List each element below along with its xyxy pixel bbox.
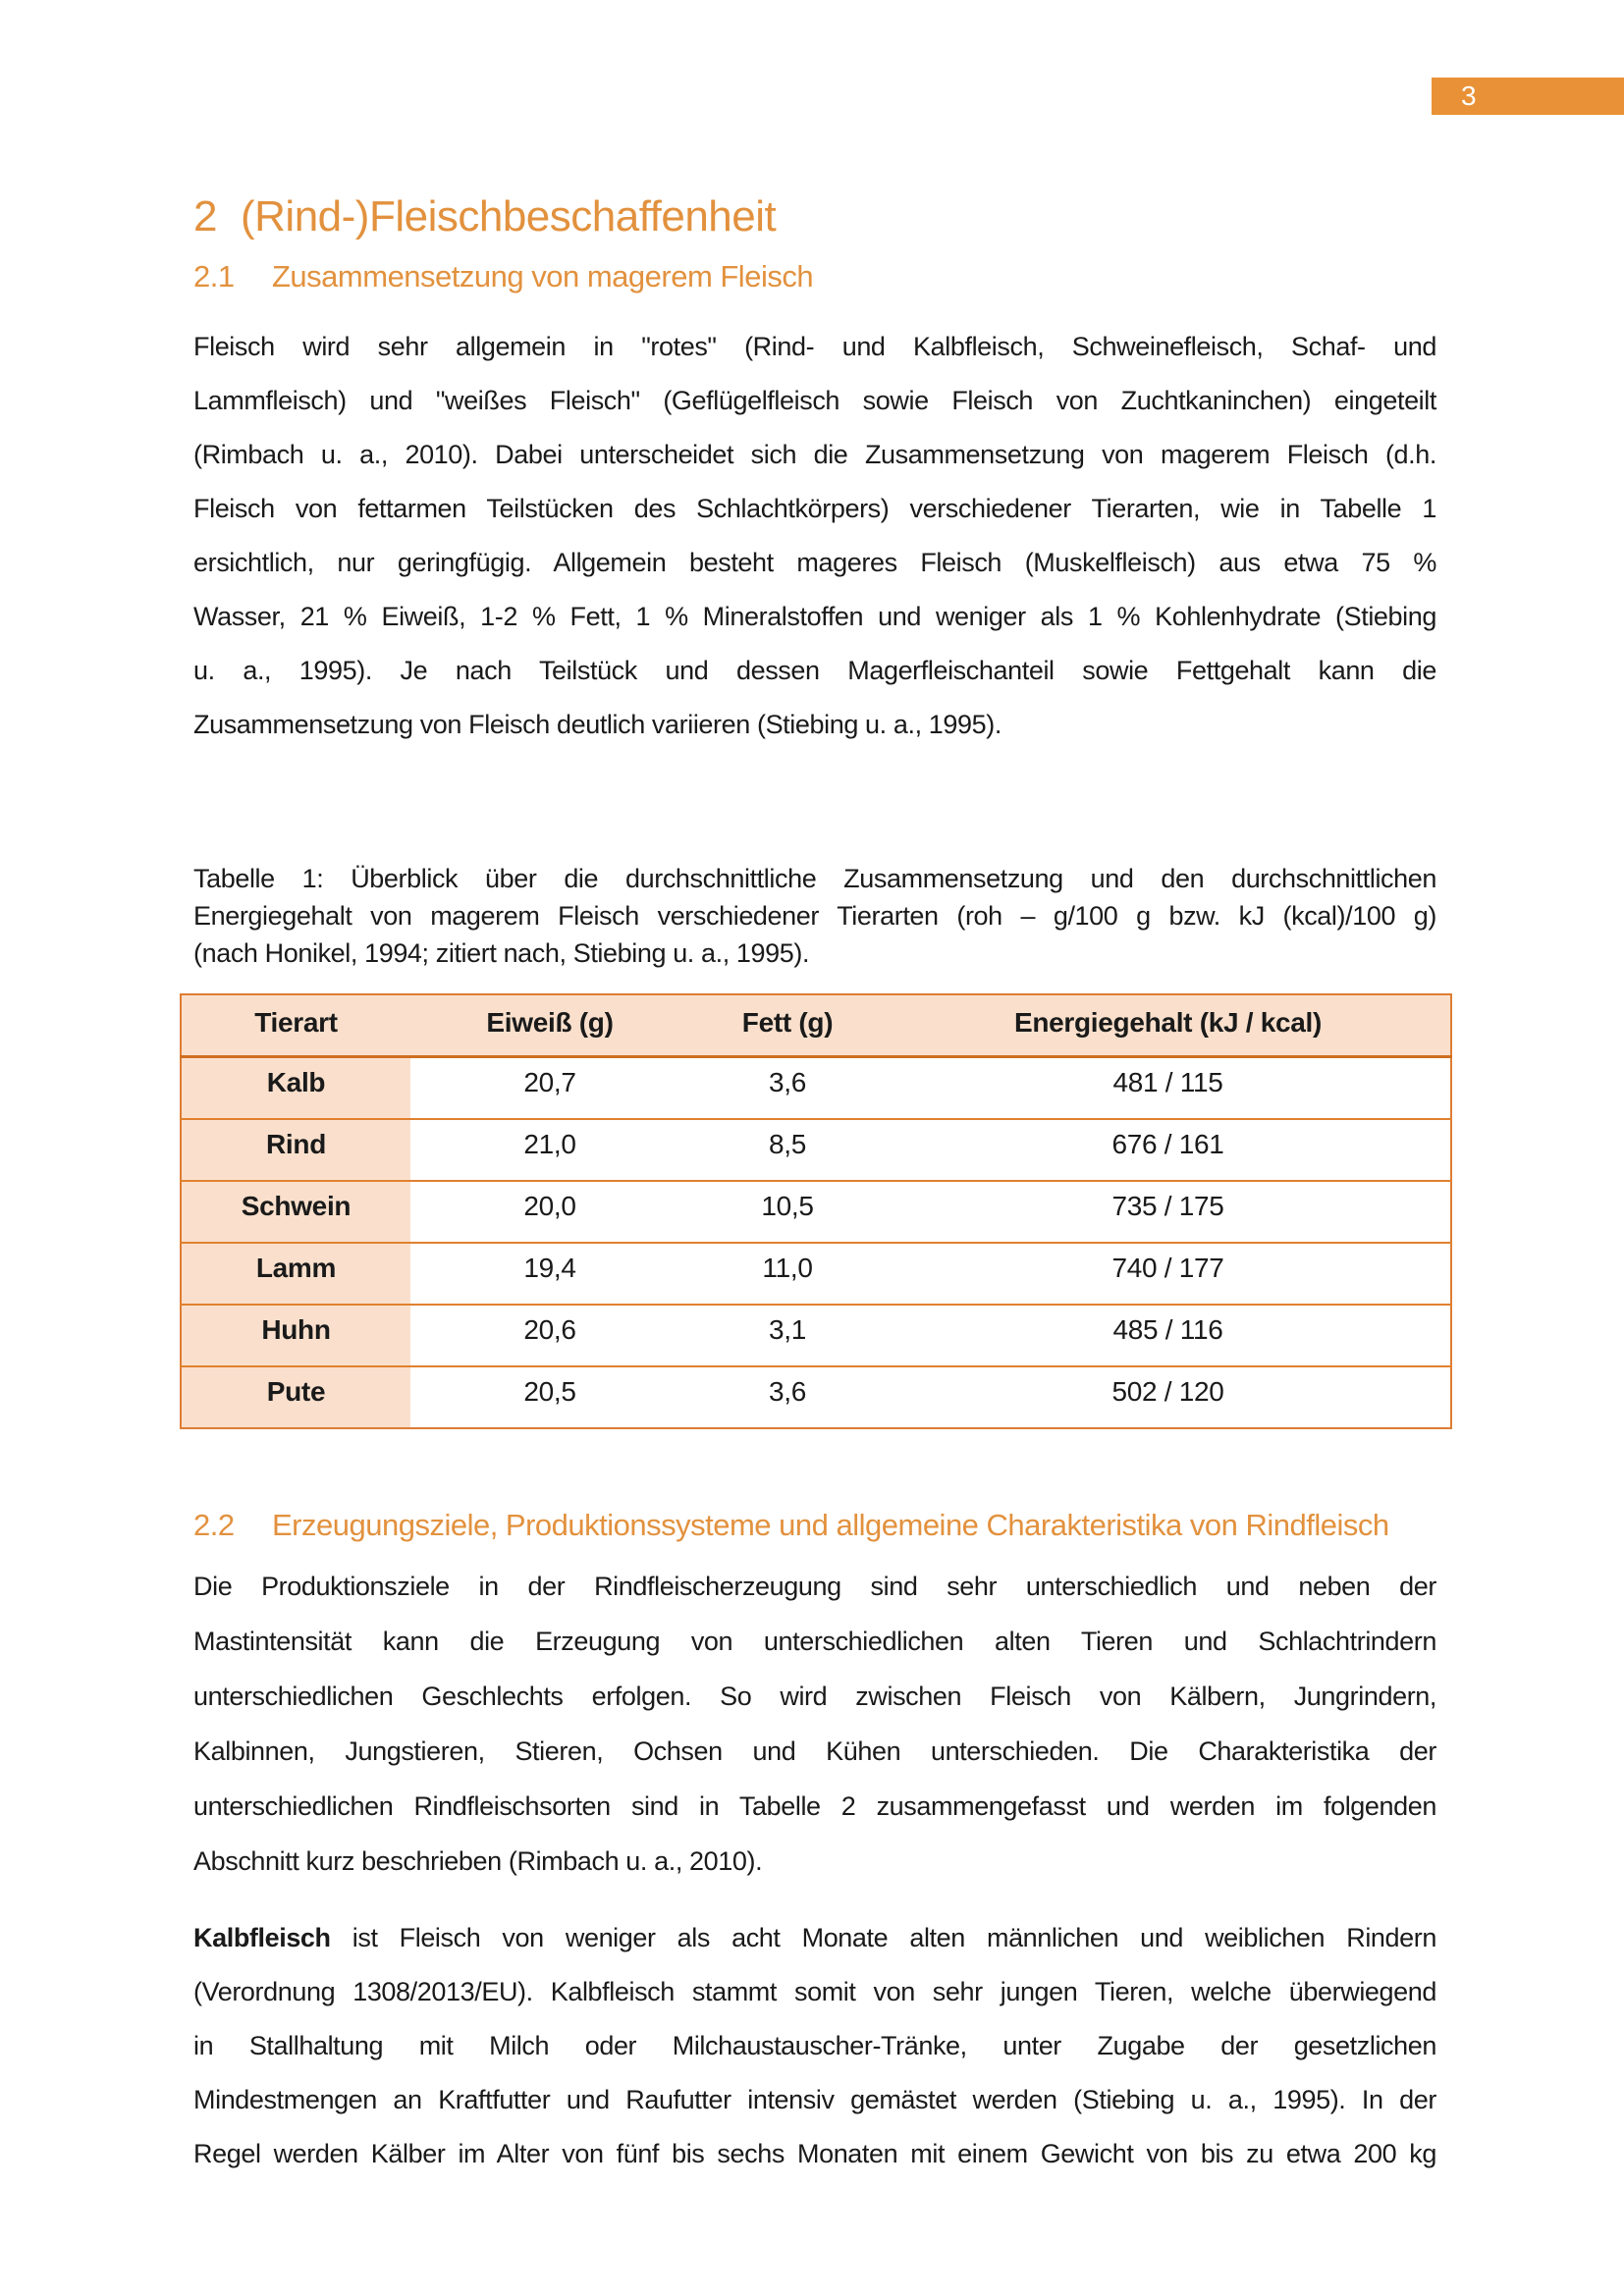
value-cell: 740 / 177 [886, 1242, 1451, 1305]
text-line: Lammfleisch) und "weißes Fleisch" (Geflü… [193, 386, 1436, 415]
table-row: Schwein 20,0 10,5 735 / 175 [181, 1180, 1451, 1243]
subsection-title: Erzeugungsziele, Produktionssysteme und … [272, 1508, 1389, 1542]
value-cell: 20,5 [410, 1365, 689, 1428]
page-number-band: 3 [1432, 78, 1624, 115]
text-line: Mindestmengen an Kraftfutter und Raufutt… [193, 2085, 1436, 2114]
text-line: Zusammensetzung von Fleisch deutlich var… [193, 710, 1001, 739]
value-cell: 11,0 [689, 1242, 886, 1305]
value-cell: 20,0 [410, 1180, 689, 1243]
col-header-eiweiss: Eiweiß (g) [410, 994, 689, 1058]
section-title: (Rind-)Fleischbeschaffenheit [241, 192, 777, 240]
value-cell: 481 / 115 [1112, 1067, 1223, 1097]
text-line: Kalbinnen, Jungstieren, Stieren, Ochsen … [193, 1736, 1436, 1766]
text-line: unterschiedlichen Geschlechts erfolgen. … [193, 1682, 1436, 1711]
subsection-title: Zusammensetzung von magerem Fleisch [272, 259, 814, 294]
bold-term: Kalbfleisch [193, 1923, 331, 1952]
table-row: Huhn 20,6 3,1 485 / 116 [181, 1304, 1451, 1366]
animal-name-cell: Rind [181, 1118, 410, 1181]
col-header-tierart: Tierart [181, 994, 410, 1058]
col-header-fett: Fett (g) [689, 994, 886, 1058]
text-line: ersichtlich, nur geringfügig. Allgemein … [193, 548, 1436, 577]
paragraph-production-goals: Die Produktionsziele in der Rindfleische… [193, 1559, 1436, 1889]
subsection-heading-22: 2.2 Erzeugungsziele, Produktionssysteme … [193, 1507, 1436, 1544]
text-column: 2 (Rind-)Fleischbeschaffenheit 2.1 Zusam… [180, 0, 1452, 2181]
value-cell: 20,7 [523, 1067, 576, 1097]
table-header-row: Tierart Eiweiß (g) Fett (g) Energiegehal… [181, 994, 1451, 1058]
animal-name-cell: Schwein [181, 1180, 410, 1243]
subsection-number: 2.2 [193, 1508, 235, 1542]
text-line: Mastintensität kann die Erzeugung von un… [193, 1627, 1436, 1656]
value-cell: 3,6 [689, 1365, 886, 1428]
value-cell: 21,0 [410, 1118, 689, 1181]
text-line: u. a., 1995). Je nach Teilstück und dess… [193, 656, 1436, 685]
table-row: Rind 21,0 8,5 676 / 161 [181, 1118, 1451, 1181]
paragraph-composition: Fleisch wird sehr allgemein in "rotes" (… [193, 320, 1436, 752]
value-cell: 3,6 [768, 1067, 807, 1097]
table-body: Kalb 20,7 3,6 481 / 115 Rind 21,0 8,5 676 / 161… [181, 1056, 1451, 1428]
text-line: (Verordnung 1308/2013/EU). Kalbfleisch s… [193, 1977, 1436, 2006]
table-row: Kalb 20,7 3,6 481 / 115 [181, 1056, 1451, 1119]
text-line: Regel werden Kälber im Alter von fünf bi… [193, 2139, 1436, 2168]
value-cell: 676 / 161 [886, 1118, 1451, 1181]
section-number: 2 [193, 192, 217, 240]
value-cell: 19,4 [410, 1242, 689, 1305]
meat-composition-table: Tierart Eiweiß (g) Fett (g) Energiegehal… [180, 993, 1452, 1429]
value-cell: 8,5 [689, 1118, 886, 1181]
text-line: Abschnitt kurz beschrieben (Rimbach u. a… [193, 1846, 763, 1876]
subsection-heading-21: 2.1 Zusammensetzung von magerem Fleisch [193, 258, 1436, 295]
animal-name-cell: Kalb [181, 1056, 410, 1119]
table-caption: Tabelle 1: Überblick über die durchschni… [193, 860, 1436, 972]
text-line: Tabelle 1: Überblick über die durchschni… [193, 864, 1436, 893]
text-line: Die Produktionsziele in der Rindfleische… [193, 1572, 1436, 1601]
animal-name-cell: Lamm [181, 1242, 410, 1305]
value-cell: 10,5 [689, 1180, 886, 1243]
animal-name-cell: Huhn [181, 1304, 410, 1366]
table-row: Pute 20,5 3,6 502 / 120 [181, 1365, 1451, 1428]
text-line: unterschiedlichen Rindfleischsorten sind… [193, 1791, 1436, 1821]
col-header-energiegehalt: Energiegehalt (kJ / kcal) [886, 994, 1451, 1058]
value-cell: 485 / 116 [886, 1304, 1451, 1366]
section-heading: 2 (Rind-)Fleischbeschaffenheit [193, 0, 1436, 240]
value-cell: 20,6 [410, 1304, 689, 1366]
table-row: Lamm 19,4 11,0 740 / 177 [181, 1242, 1451, 1305]
text-line: (nach Honikel, 1994; zitiert nach, Stieb… [193, 938, 810, 968]
value-cell: 502 / 120 [886, 1365, 1451, 1428]
text-line: Wasser, 21 % Eiweiß, 1-2 % Fett, 1 % Min… [193, 602, 1436, 631]
page-number: 3 [1461, 80, 1477, 111]
value-cell: 735 / 175 [886, 1180, 1451, 1243]
animal-name-cell: Pute [181, 1365, 410, 1428]
text-line: (Rimbach u. a., 2010). Dabei unterscheid… [193, 440, 1436, 469]
text-line: Fleisch wird sehr allgemein in "rotes" (… [193, 332, 1436, 361]
paragraph-kalbfleisch: Kalbfleisch ist Fleisch von weniger als … [193, 1911, 1436, 2181]
text-line: Kalbfleisch ist Fleisch von weniger als … [193, 1923, 1436, 1952]
text-line: Energiegehalt von magerem Fleisch versch… [193, 901, 1436, 931]
text-line: Fleisch von fettarmen Teilstücken des Sc… [193, 494, 1436, 523]
subsection-number: 2.1 [193, 259, 235, 294]
value-cell: 3,1 [689, 1304, 886, 1366]
text-line: in Stallhaltung mit Milch oder Milchaust… [193, 2031, 1436, 2060]
